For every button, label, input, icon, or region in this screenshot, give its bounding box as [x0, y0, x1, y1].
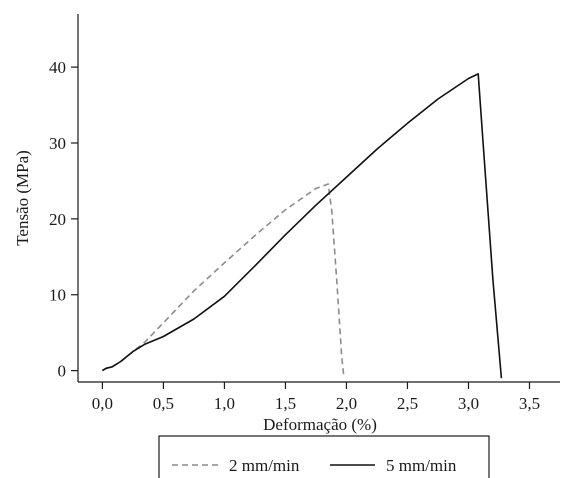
y-tick-label: 40 [49, 58, 66, 77]
x-tick-label: 3,5 [519, 394, 540, 413]
x-axis-title: Deformação (%) [263, 415, 377, 434]
x-tick-label: 0,0 [92, 394, 113, 413]
series-lines [101, 73, 503, 379]
x-tick-label: 1,0 [214, 394, 235, 413]
x-tick-label: 1,5 [275, 394, 296, 413]
series-line-5mm-min [101, 73, 503, 379]
y-tick-label: 0 [58, 362, 67, 381]
legend-label-2mm: 2 mm/min [229, 456, 300, 475]
y-tick-label: 10 [49, 286, 66, 305]
legend-box [158, 435, 490, 478]
y-tick-label: 20 [49, 210, 66, 229]
series-line-2mm-min [101, 183, 345, 379]
plot-frame [77, 14, 560, 383]
x-tick-label: 0,5 [153, 394, 174, 413]
x-tick-label: 2,5 [397, 394, 418, 413]
x-tick-label: 2,0 [336, 394, 357, 413]
legend: 2 mm/min 5 mm/min [158, 435, 490, 478]
axis-ticks: 0,0 0,5 1,0 1,5 2,0 2,5 3,0 3,5 0 10 20 30 40 [49, 58, 540, 413]
y-axis-title: Tensão (MPa) [13, 150, 32, 246]
x-tick-label: 3,0 [458, 394, 479, 413]
legend-label-5mm: 5 mm/min [386, 456, 457, 475]
y-tick-label: 30 [49, 134, 66, 153]
